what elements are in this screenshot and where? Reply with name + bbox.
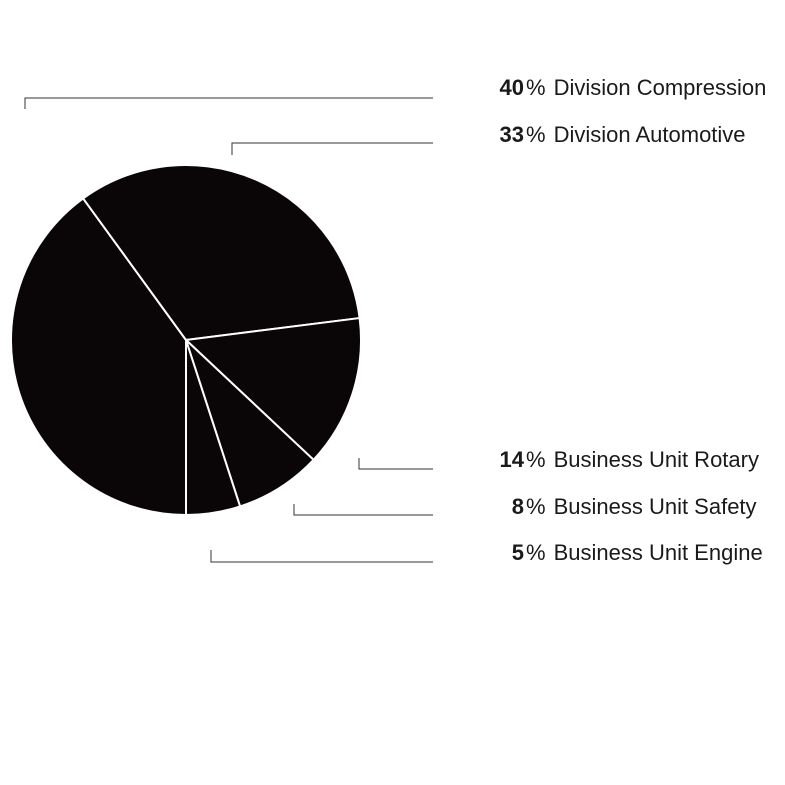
pie-slices (10, 164, 362, 516)
leader-lines (24, 97, 433, 563)
pie-slice-business-unit-rotary (185, 317, 362, 461)
legend-label: Division Compression (553, 75, 767, 100)
leader-line-business-unit-safety (293, 504, 433, 516)
leader-line-business-unit-engine (210, 550, 433, 563)
legend-label: Business Unit Engine (553, 540, 763, 565)
leader-line-business-unit-rotary (358, 458, 433, 470)
legend-value: 14 (499, 447, 524, 472)
leader-line-division-compression (24, 97, 433, 109)
pie-slice-division-compression (10, 197, 187, 516)
legend-row-safety: 8% Business Unit Safety (470, 492, 757, 522)
pie-slice-business-unit-engine (185, 339, 242, 516)
legend-row-engine: 5% Business Unit Engine (470, 538, 763, 568)
legend-unit: % (526, 122, 546, 147)
leader-line-division-automotive (231, 142, 433, 155)
legend-label: Business Unit Rotary (553, 447, 759, 472)
legend-row-automotive: 33% Division Automotive (470, 120, 746, 150)
legend-value: 5 (511, 540, 524, 565)
legend-value: 33 (499, 122, 524, 147)
legend-unit: % (526, 75, 546, 100)
legend-unit: % (526, 540, 546, 565)
legend-label: Division Automotive (553, 122, 746, 147)
legend-unit: % (526, 494, 546, 519)
legend-label: Business Unit Safety (553, 494, 757, 519)
legend-row-compression: 40% Division Compression (470, 73, 767, 103)
legend-value: 40 (499, 75, 524, 100)
pie-slice-division-automotive (82, 164, 361, 341)
legend-unit: % (526, 447, 546, 472)
legend-value: 8 (511, 494, 524, 519)
legend-row-rotary: 14% Business Unit Rotary (470, 445, 759, 475)
